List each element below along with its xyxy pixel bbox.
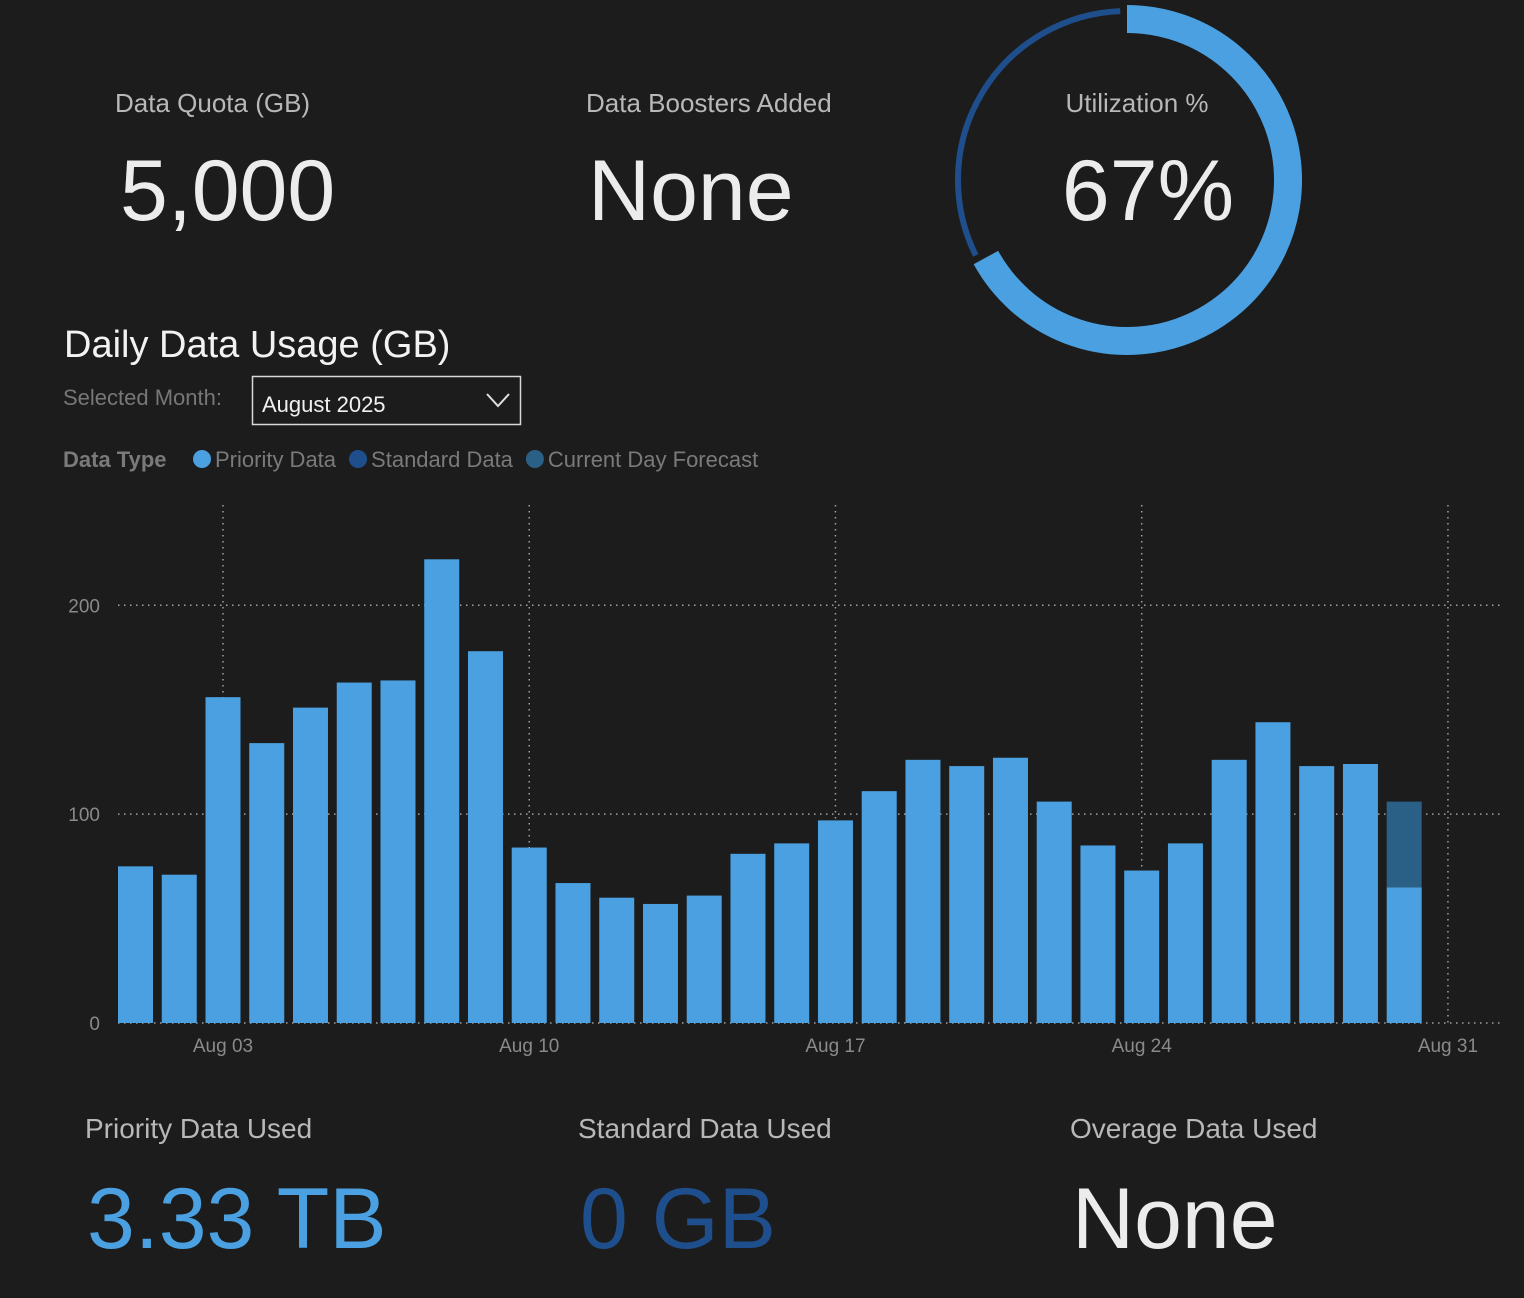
bar [1124, 870, 1160, 1023]
bar [1080, 845, 1116, 1023]
legend-marker [193, 450, 211, 468]
bar [1036, 801, 1072, 1023]
y-tick-label: 200 [68, 596, 100, 617]
bar [292, 707, 328, 1023]
bar [1386, 801, 1422, 888]
selector-label: Selected Month: [63, 385, 222, 410]
gauge [955, 5, 1302, 355]
bar [861, 791, 897, 1023]
legend-label: Priority Data [215, 447, 337, 472]
bar [1299, 766, 1335, 1023]
bar [905, 759, 941, 1023]
month-dropdown[interactable] [251, 375, 522, 426]
bar [686, 895, 722, 1023]
bar [336, 682, 372, 1023]
bar [467, 651, 503, 1023]
y-tick-label: 100 [68, 805, 100, 826]
bar [949, 766, 985, 1023]
y-tick-label: 0 [89, 1014, 100, 1035]
x-tick-label: Aug 03 [193, 1036, 253, 1057]
bar [599, 897, 635, 1023]
bar [1211, 759, 1247, 1023]
legend-label: Current Day Forecast [548, 447, 758, 472]
total-value: 0 GB [580, 1171, 776, 1267]
legend-label: Standard Data [371, 447, 514, 472]
bar [205, 697, 241, 1023]
total-value: None [1072, 1171, 1278, 1267]
plot: 0 100 200 Aug 03 Aug 10 Aug 17 Aug 24 Aug 31 [68, 505, 1500, 1057]
gauge-value: 67% [1062, 143, 1234, 239]
bar [380, 680, 416, 1023]
bar [1255, 722, 1291, 1023]
bar [1386, 887, 1422, 1023]
legend: Priority Data Standard Data Current Day Fo… [193, 447, 758, 472]
bar [817, 820, 853, 1023]
bar [730, 853, 766, 1023]
x-tick-label: Aug 31 [1418, 1036, 1478, 1057]
bar [511, 847, 547, 1023]
kpi-label: Data Boosters Added [586, 88, 832, 118]
legend-marker [349, 450, 368, 468]
x-tick-label: Aug 24 [1112, 1036, 1173, 1057]
total-label: Priority Data Used [85, 1113, 312, 1144]
kpi-value: 5,000 [120, 143, 335, 239]
kpi-value: None [588, 143, 794, 239]
bar [774, 843, 810, 1023]
bar [118, 866, 153, 1023]
bar [642, 903, 678, 1023]
bar [424, 559, 460, 1023]
chart-title: Daily Data Usage (GB) [64, 324, 450, 366]
gauge-arc [973, 5, 1302, 355]
bar [992, 757, 1028, 1023]
x-tick-label: Aug 17 [805, 1036, 865, 1057]
gauge-label: Utilization % [1065, 88, 1208, 118]
x-tick-label: Aug 10 [499, 1036, 559, 1057]
total-value: 3.33 TB [87, 1171, 387, 1267]
totals: Priority Data Used 3.33 TB Standard Data U… [85, 1113, 1317, 1267]
gauge-track [955, 8, 1121, 257]
total-label: Standard Data Used [578, 1113, 832, 1144]
dropdown-chevron[interactable] [486, 393, 510, 408]
bar [161, 874, 197, 1023]
bar [249, 743, 285, 1023]
dropdown-value[interactable]: August 2025 [262, 392, 386, 417]
total-label: Overage Data Used [1070, 1113, 1317, 1144]
bar [555, 883, 591, 1023]
legend-marker [525, 450, 544, 468]
legend-title: Data Type [63, 447, 167, 472]
bar [1167, 843, 1203, 1023]
bar [1342, 764, 1378, 1023]
kpi-label: Data Quota (GB) [115, 88, 310, 118]
